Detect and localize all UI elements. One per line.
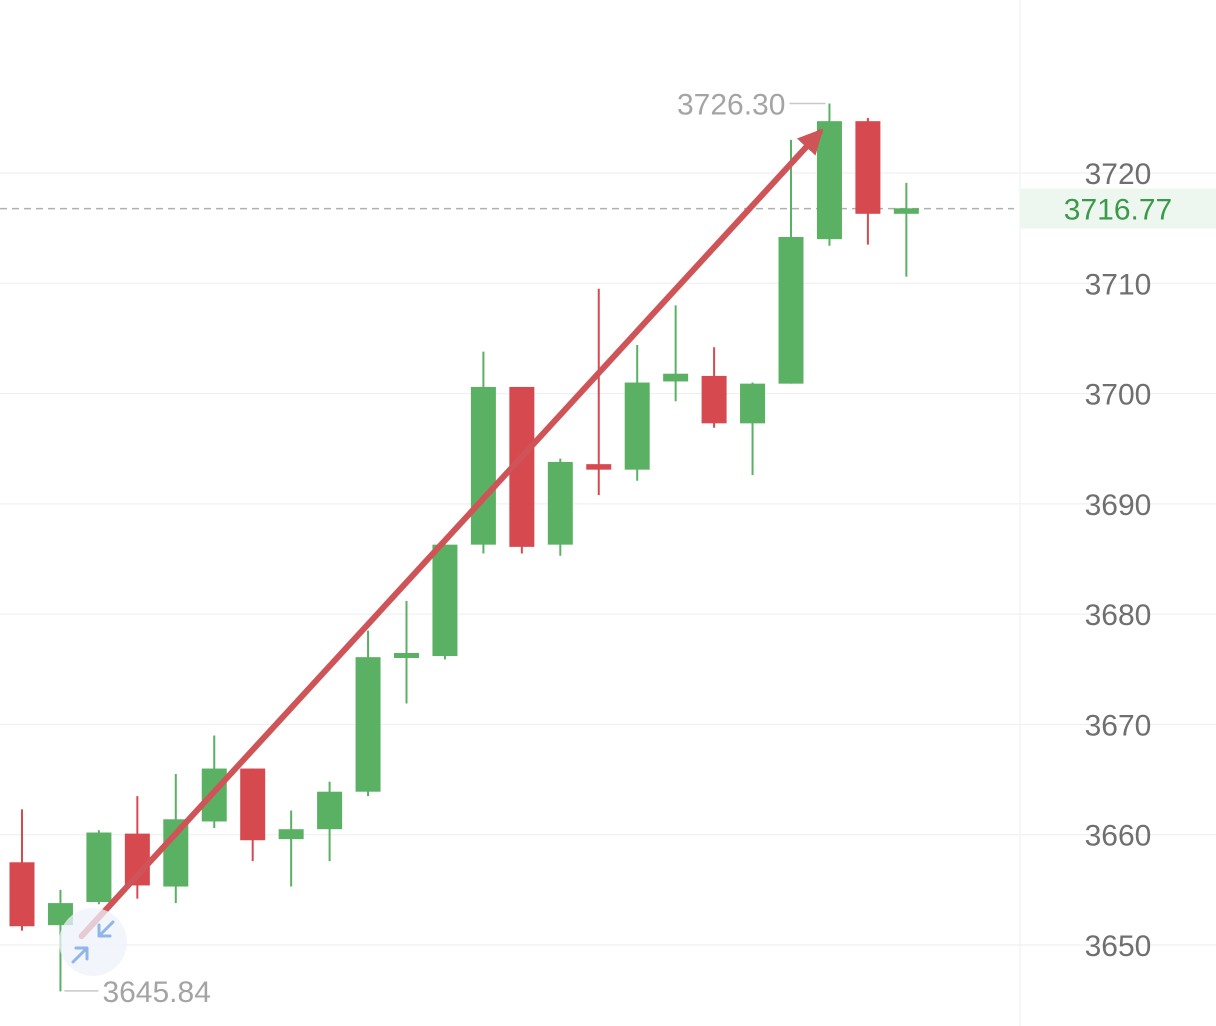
- candles: [9, 103, 919, 992]
- zoom-icon-layer[interactable]: [59, 908, 127, 976]
- candle-body: [586, 464, 612, 470]
- candle-body: [394, 653, 419, 658]
- candle-body: [432, 544, 458, 657]
- candle-body: [9, 862, 35, 927]
- candle-body: [893, 208, 919, 214]
- high-price-label: 3726.30: [677, 89, 785, 122]
- candle-up: [816, 103, 842, 246]
- candle-body: [240, 768, 266, 841]
- candle-down: [586, 288, 612, 496]
- trend-arrow: [78, 128, 824, 940]
- candle-down: [9, 809, 35, 931]
- low-price-label: 3645.84: [102, 976, 210, 1009]
- current-price-badge: [1020, 188, 1216, 229]
- candle-body: [86, 832, 112, 902]
- candle-up: [663, 305, 689, 402]
- current-price-marker: 3716.77: [0, 188, 1216, 229]
- y-tick-label: 3650: [1085, 930, 1152, 963]
- candle-up: [740, 382, 766, 476]
- grid-lines: [0, 172, 1216, 946]
- zoom-icon-halo: [59, 908, 127, 976]
- y-tick-label: 3690: [1085, 489, 1152, 522]
- y-axis: 3650 3660 3670 3680 3690 3700 3710 3720: [1085, 158, 1152, 963]
- candle-down: [855, 117, 881, 245]
- candle-body: [547, 461, 573, 545]
- candle-up: [355, 630, 381, 797]
- candle-up: [278, 810, 304, 887]
- candle-up: [86, 830, 112, 905]
- candle-up: [893, 182, 919, 277]
- candle-up: [547, 458, 573, 556]
- candle-down: [701, 347, 727, 428]
- candle-up: [470, 351, 496, 554]
- y-tick-label: 3710: [1085, 268, 1152, 301]
- trend-arrow-line: [78, 128, 824, 940]
- candle-body: [740, 383, 766, 424]
- candle-up: [163, 774, 189, 904]
- y-tick-label: 3720: [1085, 158, 1152, 191]
- candle-up: [317, 781, 343, 862]
- y-tick-label: 3660: [1085, 820, 1152, 853]
- current-price-label: 3716.77: [1064, 194, 1172, 227]
- candle-down: [240, 768, 266, 862]
- y-tick-label: 3670: [1085, 709, 1152, 742]
- candle-body: [278, 829, 304, 840]
- candle-up: [394, 600, 419, 704]
- candle-up: [778, 139, 804, 384]
- candle-body: [855, 121, 881, 214]
- candle-body: [355, 657, 381, 792]
- y-tick-label: 3680: [1085, 599, 1152, 632]
- candle-body: [778, 236, 804, 384]
- candle-body: [663, 373, 689, 382]
- candle-body: [624, 382, 650, 470]
- zoom-icon-arrow-sw: [71, 946, 89, 964]
- candle-body: [816, 121, 842, 240]
- candle-up: [432, 544, 458, 660]
- extreme-labels: 3726.30 3645.84: [64, 89, 826, 1009]
- zoom-icon-arrow-ne: [97, 920, 115, 938]
- collapse-arrows-icon[interactable]: [59, 908, 127, 976]
- candle-up: [624, 345, 650, 481]
- y-tick-label: 3700: [1085, 379, 1152, 412]
- candle-body: [701, 375, 727, 424]
- candle-body: [470, 386, 496, 545]
- candle-body: [47, 903, 73, 926]
- candle-body: [317, 791, 343, 830]
